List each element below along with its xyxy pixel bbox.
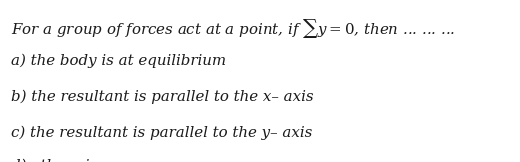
Text: c) the resultant is parallel to the y– axis: c) the resultant is parallel to the y– a…	[11, 126, 313, 140]
Text: a) the body is at equilibrium: a) the body is at equilibrium	[11, 53, 227, 68]
Text: d) otherwise: d) otherwise	[11, 159, 107, 162]
Text: b) the resultant is parallel to the x– axis: b) the resultant is parallel to the x– a…	[11, 90, 314, 104]
Text: For a group of forces act at a point, if $\sum y = 0$, then ... ... ...: For a group of forces act at a point, if…	[11, 17, 456, 40]
